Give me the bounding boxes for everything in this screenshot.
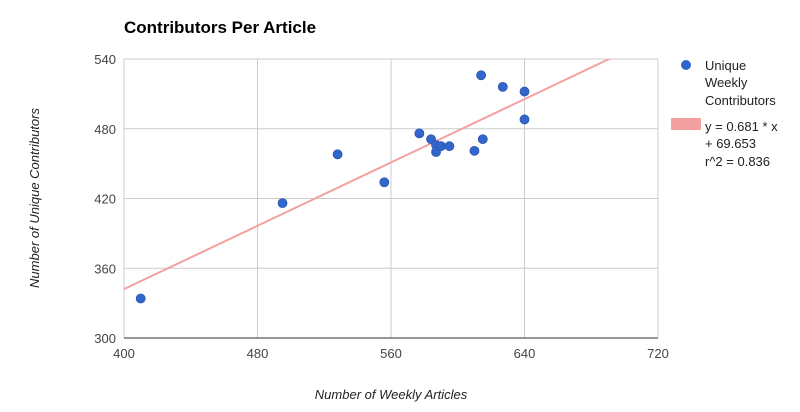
legend: Unique Weekly Contributors y = 0.681 * x… bbox=[671, 58, 778, 169]
data-point bbox=[469, 145, 480, 156]
data-point bbox=[444, 141, 455, 152]
data-point bbox=[277, 198, 288, 209]
y-tick-label: 540 bbox=[94, 52, 116, 67]
x-axis-ticks: 400 480 560 640 720 bbox=[113, 346, 669, 361]
data-point bbox=[476, 70, 487, 81]
x-tick-label: 560 bbox=[380, 346, 402, 361]
x-axis-title: Number of Weekly Articles bbox=[315, 387, 468, 402]
legend-series-label-line-1: Unique bbox=[705, 58, 746, 73]
data-point bbox=[519, 86, 530, 97]
x-tick-label: 640 bbox=[514, 346, 536, 361]
data-point bbox=[436, 141, 446, 152]
y-tick-label: 300 bbox=[94, 331, 116, 346]
x-tick-label: 400 bbox=[113, 346, 135, 361]
trendline bbox=[124, 59, 612, 291]
data-point bbox=[332, 149, 343, 160]
data-point bbox=[379, 177, 390, 188]
grid-lines bbox=[123, 58, 659, 339]
data-points bbox=[135, 70, 530, 304]
legend-trendline-label-line-1: y = 0.681 * x bbox=[705, 119, 778, 134]
y-tick-label: 420 bbox=[94, 192, 116, 207]
data-point bbox=[497, 82, 508, 92]
legend-series-label-line-3: Contributors bbox=[705, 93, 776, 108]
legend-trendline-swatch bbox=[671, 118, 701, 130]
y-axis-title: Number of Unique Contributors bbox=[27, 108, 42, 288]
legend-trendline-label-line-2: + 69.653 bbox=[705, 136, 756, 151]
legend-trendline-label-line-3: r^2 = 0.836 bbox=[705, 154, 770, 169]
chart-title: Contributors Per Article bbox=[124, 18, 316, 37]
legend-series-marker bbox=[681, 60, 691, 70]
y-axis-ticks: 300 360 420 480 540 bbox=[94, 52, 116, 346]
y-tick-label: 360 bbox=[94, 261, 116, 276]
data-point bbox=[414, 128, 425, 139]
x-tick-label: 720 bbox=[647, 346, 669, 361]
data-point bbox=[135, 293, 146, 304]
x-tick-label: 480 bbox=[247, 346, 269, 361]
y-tick-label: 480 bbox=[94, 122, 116, 137]
data-point bbox=[519, 114, 530, 125]
legend-series-label-line-2: Weekly bbox=[705, 75, 748, 90]
data-point bbox=[477, 134, 488, 145]
